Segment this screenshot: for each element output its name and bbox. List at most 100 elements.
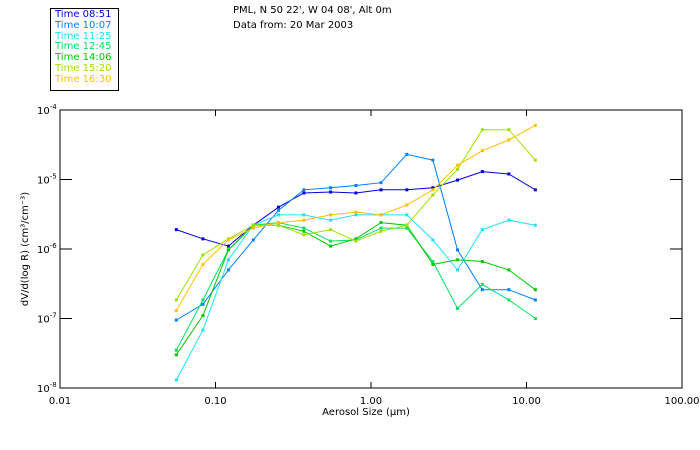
y-tick-label: 10-4 [37,103,57,117]
data-point [405,203,409,207]
y-tick-exponent: -4 [50,103,58,111]
data-point [456,268,460,272]
chart-title-line1: PML, N 50 22', W 04 08', Alt 0m [233,5,392,16]
data-point [354,191,358,195]
data-point [276,208,280,212]
data-point [405,226,409,230]
plot-frame [59,109,683,389]
data-point [302,229,306,233]
data-point [329,228,333,232]
data-point [533,298,537,302]
data-point [174,228,178,232]
data-point [276,205,280,209]
data-point [329,239,333,243]
data-point [480,170,484,174]
data-point [201,262,205,266]
data-point [405,213,409,217]
legend-entry: Time 10:07 [55,19,112,31]
y-tick-base: 10 [37,176,50,187]
data-point [507,268,511,272]
data-point [480,149,484,153]
data-point [201,328,205,332]
data-point [226,248,230,252]
data-point [456,178,460,182]
data-point [251,238,255,242]
data-point [201,302,205,306]
legend-entry: Time 08:51 [55,9,112,20]
data-point [354,213,358,217]
data-point [201,314,205,318]
data-point [405,188,409,192]
data-point [533,223,537,227]
x-tick-label: 1.00 [360,396,382,407]
data-point [431,158,435,162]
data-point [302,226,306,230]
data-point [507,172,511,176]
data-point [329,186,333,190]
data-point [431,188,435,192]
series-line [176,153,536,321]
data-point [431,186,435,190]
data-point [174,378,178,382]
legend-entry: Time 14:06 [55,52,112,64]
data-point [507,218,511,222]
data-point [354,183,358,187]
data-point [507,128,511,132]
legend-entry: Time 15:20 [55,62,112,74]
data-point [456,248,460,252]
data-point [329,213,333,217]
data-point [354,239,358,243]
y-tick-base: 10 [37,106,50,117]
y-tick-label: 10-6 [37,242,57,256]
legend-entry: Time 12:45 [55,41,112,53]
y-tick-base: 10 [37,315,50,326]
data-point [431,238,435,242]
data-point [456,163,460,167]
data-point [226,268,230,272]
data-point [480,260,484,264]
x-tick-label: 10.00 [512,396,541,407]
data-point [456,258,460,262]
data-point [174,353,178,357]
data-point [507,138,511,142]
y-tick-exponent: -8 [50,381,57,389]
y-tick-exponent: -6 [50,242,58,250]
data-point [201,253,205,257]
data-point [533,158,537,162]
y-tick-label: 10-5 [37,173,57,187]
data-point [456,306,460,310]
data-point [201,298,205,302]
data-point [329,244,333,248]
data-point [329,190,333,194]
y-tick-label: 10-8 [37,381,57,395]
x-tick-label: 100.00 [665,396,700,407]
data-point [533,123,537,127]
data-point [329,218,333,222]
data-point [174,298,178,302]
data-point [379,213,383,217]
x-tick-label: 0.01 [49,396,71,407]
data-point [431,193,435,197]
data-point [302,213,306,217]
data-point [276,213,280,217]
data-point [431,260,435,264]
data-point [480,288,484,292]
data-point [276,221,280,225]
data-point [174,348,178,352]
chart-legend: Time 08:51 Time 10:07 Time 11:25 Time 12:45… [50,8,119,91]
data-point [379,221,383,225]
data-point [405,152,409,156]
y-tick-base: 10 [37,245,50,256]
series-1 [174,152,537,322]
data-point [456,167,460,171]
y-tick-exponent: -7 [50,312,57,320]
legend-entry: Time 16:30 [55,73,112,85]
y-tick-exponent: -5 [50,173,57,181]
data-point [480,128,484,132]
chart-subtitle: Data from: 20 Mar 2003 [233,20,354,31]
series-6 [174,123,537,313]
y-tick-label: 10-7 [37,312,57,326]
series-0 [174,170,537,248]
data-point [251,226,255,230]
